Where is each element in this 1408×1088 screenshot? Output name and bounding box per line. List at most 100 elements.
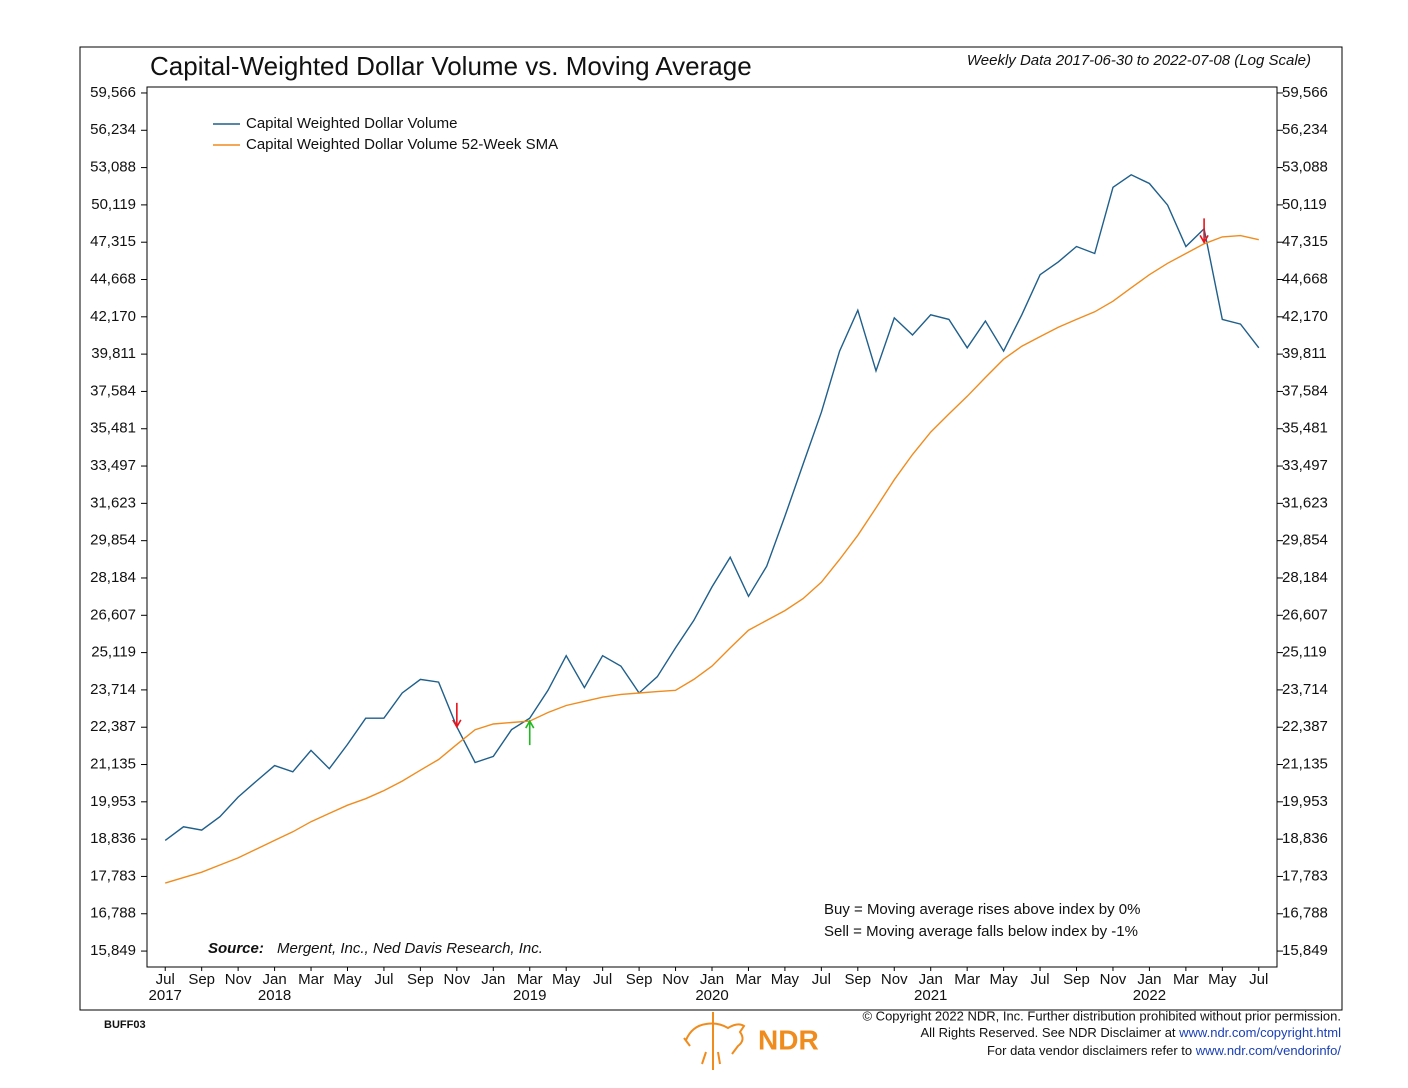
x-tick-label: Mar [1173,971,1199,988]
x-tick-label: Jan [1137,971,1161,988]
vendor: For data vendor disclaimers refer to www… [987,1043,1341,1058]
y-tick-label-right: 37,584 [1282,382,1328,399]
x-tick-label: Jul [1030,971,1049,988]
x-year-label: 2018 [258,987,291,1004]
x-year-label: 2019 [513,987,546,1004]
y-tick-label-right: 35,481 [1282,420,1328,437]
series-line [164,234,1259,884]
y-tick-label-right: 26,607 [1282,606,1328,623]
source: Mergent, Inc., Ned Davis Research, Inc. [277,940,543,957]
y-tick-label-right: 29,854 [1282,532,1328,549]
x-tick-label: Nov [1100,971,1127,988]
y-tick-label: 59,566 [90,84,136,101]
plot-frame [146,86,1278,968]
note: Buy = Moving average rises above index b… [824,901,1140,918]
legend-label: Capital Weighted Dollar Volume 52-Week S… [246,136,558,153]
y-tick-label: 18,836 [90,830,136,847]
y-tick-label-right: 44,668 [1282,270,1328,287]
x-tick-label: Mar [736,971,762,988]
x-tick-label: Mar [954,971,980,988]
x-tick-label: Jul [374,971,393,988]
x-tick-label: Nov [881,971,908,988]
y-tick-label-right: 17,783 [1282,867,1328,884]
y-tick-label: 47,315 [90,233,136,250]
note: Sell = Moving average falls below index … [824,923,1138,940]
x-tick-label: Jul [156,971,175,988]
signal-arrow [525,719,535,746]
y-tick-label: 22,387 [90,718,136,735]
copyright: © Copyright 2022 NDR, Inc. Further distr… [862,1008,1341,1023]
rights: All Rights Reserved. See NDR Disclaimer … [921,1025,1342,1040]
x-tick-label: Sep [188,971,215,988]
rights-text: All Rights Reserved. See NDR Disclaimer … [921,1025,1180,1040]
y-tick-label: 31,623 [90,494,136,511]
x-tick-label: Nov [225,971,252,988]
y-tick-label-right: 59,566 [1282,84,1328,101]
x-tick-label: Jan [919,971,943,988]
x-tick-label: Sep [626,971,653,988]
y-tick-label: 42,170 [90,308,136,325]
x-tick-label: Jan [700,971,724,988]
x-tick-label: Mar [517,971,543,988]
x-tick-label: Mar [298,971,324,988]
y-tick-label: 16,788 [90,905,136,922]
x-tick-label: Sep [407,971,434,988]
y-tick-label: 15,849 [90,942,136,959]
x-tick-label: May [989,971,1018,988]
rights-link[interactable]: www.ndr.com/copyright.html [1178,1025,1341,1040]
y-tick-label: 37,584 [90,382,136,399]
y-tick-label: 17,783 [90,867,136,884]
y-tick-label: 44,668 [90,270,136,287]
y-tick-label-right: 18,836 [1282,830,1328,847]
series-line [164,173,1260,841]
y-tick-label: 19,953 [90,793,136,810]
x-year-label: 2020 [695,987,728,1004]
y-tick-label-right: 47,315 [1282,233,1328,250]
x-year-label: 2021 [914,987,947,1004]
logo-bull [683,1012,746,1070]
signal-arrow [452,702,462,729]
y-tick-label: 26,607 [90,606,136,623]
x-year-label: 2022 [1133,987,1166,1004]
logo-text: NDR [758,1024,819,1055]
legend-label: Capital Weighted Dollar Volume [246,115,458,132]
chart-title: Capital-Weighted Dollar Volume vs. Movin… [150,51,752,81]
x-tick-label: Sep [844,971,871,988]
x-tick-label: Jul [593,971,612,988]
x-tick-label: Jan [481,971,505,988]
y-tick-label: 53,088 [90,159,136,176]
y-tick-label: 29,854 [90,532,136,549]
signal-arrow [1199,218,1209,245]
y-tick-label-right: 33,497 [1282,457,1328,474]
vendor-link[interactable]: www.ndr.com/vendorinfo/ [1195,1043,1342,1058]
y-tick-label-right: 21,135 [1282,755,1328,772]
y-tick-label: 39,811 [91,345,136,362]
x-tick-label: Jan [262,971,286,988]
outer-frame [79,46,1343,1011]
y-tick-label-right: 19,953 [1282,793,1328,810]
chart-subtitle: Weekly Data 2017-06-30 to 2022-07-08 (Lo… [967,52,1311,69]
chart-code: BUFF03 [104,1019,146,1031]
x-tick-label: May [771,971,800,988]
y-tick-label-right: 15,849 [1282,942,1328,959]
y-tick-label-right: 25,119 [1282,644,1327,661]
y-tick-label-right: 28,184 [1282,569,1328,586]
y-tick-label: 28,184 [90,569,136,586]
y-tick-label: 56,234 [90,121,136,138]
y-tick-label-right: 53,088 [1282,159,1328,176]
y-tick-label-right: 56,234 [1282,121,1328,138]
y-tick-label-right: 31,623 [1282,494,1328,511]
x-tick-label: Sep [1063,971,1090,988]
y-tick-label-right: 50,119 [1282,196,1327,213]
x-tick-label: Nov [443,971,470,988]
x-tick-label: Jul [1249,971,1268,988]
x-tick-label: Nov [662,971,689,988]
y-tick-label: 33,497 [90,457,136,474]
y-tick-label: 50,119 [91,196,136,213]
x-tick-label: May [552,971,581,988]
x-tick-label: May [333,971,362,988]
y-tick-label: 21,135 [90,755,136,772]
x-tick-label: Jul [812,971,831,988]
y-tick-label: 35,481 [90,420,136,437]
